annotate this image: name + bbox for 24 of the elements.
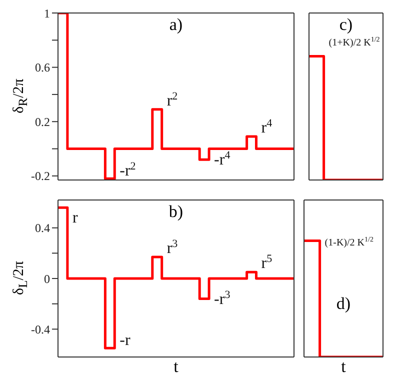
y-tick-label: 0.4 — [35, 221, 50, 236]
annotation: -r$^{4}$ — [214, 150, 231, 169]
annotation: -r$^{3}$ — [214, 288, 231, 308]
annotation: r — [72, 210, 78, 227]
x-axis-title: t — [172, 357, 180, 376]
y-tick-label: -0.2 — [31, 169, 50, 184]
y-tick-label: -0.4 — [31, 322, 50, 336]
x-axis-title: t — [340, 357, 347, 376]
annotation: -r — [120, 332, 131, 350]
annotation: r$^{4}$ — [261, 118, 273, 137]
annotation: (1-K)/2 K$^{1/2}$ — [324, 236, 374, 249]
annotation: r$^{2}$ — [166, 90, 178, 110]
chart-title: a) — [168, 15, 184, 34]
annotation: -r$^{2}$ — [120, 160, 136, 180]
y-tick-label: 1 — [44, 6, 50, 20]
chart-title: b) — [168, 202, 184, 221]
y-tick-label: 0.2 — [35, 114, 50, 129]
chart-title: c) — [338, 15, 354, 34]
y-tick-label: 0 — [44, 272, 50, 286]
annotation: r$^{3}$ — [166, 238, 178, 257]
text: d) — [335, 294, 352, 314]
y-tick-label: 0.6 — [35, 60, 50, 75]
annotation: r$^{5}$ — [261, 253, 273, 272]
text: (1+K)/2 K$^{1/2}$ — [328, 35, 380, 48]
